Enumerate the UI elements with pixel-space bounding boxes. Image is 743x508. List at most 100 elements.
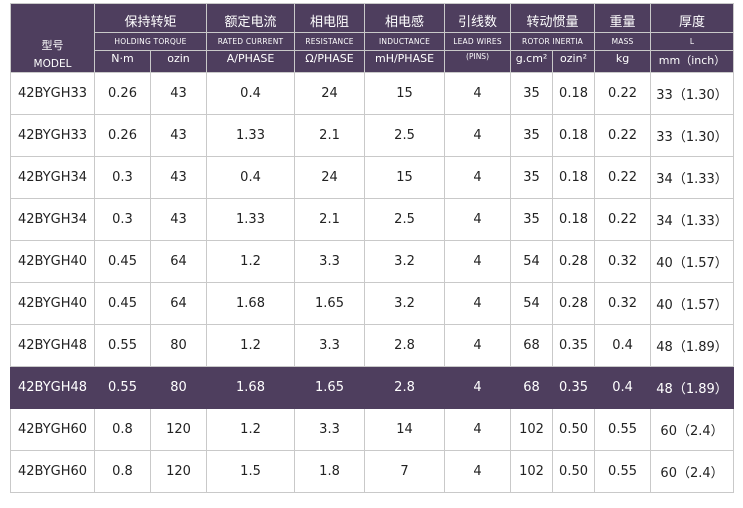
header-model: 型号 MODEL — [10, 3, 95, 73]
header-mass-zh: 重量 — [594, 3, 652, 33]
header-inductance-en: INDUCTANCE — [364, 32, 446, 51]
cell-mass: 0.32 — [594, 240, 652, 283]
cell-torque-ozin: 64 — [149, 282, 208, 325]
cell-inertia-gcm: 54 — [510, 282, 554, 325]
cell-length: 48（1.89） — [650, 366, 735, 409]
cell-length: 40（1.57） — [650, 282, 735, 325]
cell-current: 1.2 — [206, 240, 296, 283]
cell-inductance: 3.2 — [364, 282, 446, 325]
cell-resistance: 2.1 — [294, 114, 366, 157]
cell-leads: 4 — [444, 282, 512, 325]
cell-inductance: 14 — [364, 408, 446, 451]
cell-inertia-ozin: 0.28 — [552, 282, 596, 325]
cell-resistance: 2.1 — [294, 198, 366, 241]
cell-model: 42BYGH60 — [10, 408, 95, 451]
cell-torque-nm: 0.3 — [94, 198, 151, 241]
cell-length: 33（1.30） — [650, 72, 735, 115]
cell-inductance: 2.5 — [364, 114, 446, 157]
header-current-en: RATED CURRENT — [206, 32, 296, 51]
header-leads-unit: (PINS) — [444, 50, 512, 73]
cell-torque-ozin: 43 — [149, 114, 208, 157]
header-length-zh: 厚度 — [650, 3, 735, 33]
cell-torque-nm: 0.8 — [94, 408, 151, 451]
cell-model: 42BYGH33 — [10, 72, 95, 115]
cell-model: 42BYGH34 — [10, 156, 95, 199]
cell-length: 60（2.4） — [650, 408, 735, 451]
table-body: 42BYGH33 0.26 43 0.4 24 15 4 35 0.18 0.22 33（1.30）… — [10, 72, 735, 493]
cell-torque-nm: 0.45 — [94, 240, 151, 283]
header-mass-unit: kg — [594, 50, 652, 73]
cell-inductance: 2.5 — [364, 198, 446, 241]
header-current-unit: A/PHASE — [206, 50, 296, 73]
cell-current: 1.2 — [206, 324, 296, 367]
cell-inductance: 2.8 — [364, 324, 446, 367]
cell-mass: 0.55 — [594, 450, 652, 493]
cell-resistance: 1.65 — [294, 282, 366, 325]
table-row: 42BYGH34 0.3 43 1.33 2.1 2.5 4 35 0.18 0.22 34（1.3… — [10, 198, 735, 241]
cell-length: 33（1.30） — [650, 114, 735, 157]
cell-inertia-gcm: 35 — [510, 72, 554, 115]
header-length-en: L — [650, 32, 735, 51]
cell-current: 1.5 — [206, 450, 296, 493]
table-row: 42BYGH48 0.55 80 1.2 3.3 2.8 4 68 0.35 0.4 48（1.89… — [10, 324, 735, 367]
cell-leads: 4 — [444, 114, 512, 157]
cell-inertia-gcm: 68 — [510, 366, 554, 409]
cell-inertia-gcm: 35 — [510, 114, 554, 157]
header-inductance-unit: mH/PHASE — [364, 50, 446, 73]
cell-inertia-ozin: 0.50 — [552, 450, 596, 493]
cell-mass: 0.55 — [594, 408, 652, 451]
cell-current: 1.68 — [206, 366, 296, 409]
cell-mass: 0.4 — [594, 366, 652, 409]
cell-resistance: 24 — [294, 156, 366, 199]
cell-torque-nm: 0.55 — [94, 366, 151, 409]
cell-current: 0.4 — [206, 156, 296, 199]
header-inertia-zh: 转动惯量 — [510, 3, 596, 33]
header-resistance-unit: Ω/PHASE — [294, 50, 366, 73]
cell-inertia-gcm: 68 — [510, 324, 554, 367]
cell-resistance: 3.3 — [294, 324, 366, 367]
cell-inductance: 15 — [364, 156, 446, 199]
header-current-zh: 额定电流 — [206, 3, 296, 33]
header-inductance-zh: 相电感 — [364, 3, 446, 33]
cell-inertia-gcm: 102 — [510, 408, 554, 451]
header-torque-unit-nm: N·m — [94, 50, 151, 73]
cell-leads: 4 — [444, 366, 512, 409]
cell-torque-ozin: 64 — [149, 240, 208, 283]
cell-model: 42BYGH40 — [10, 282, 95, 325]
header-torque-en: HOLDING TORQUE — [93, 32, 208, 51]
header-resistance-zh: 相电阻 — [294, 3, 366, 33]
spec-table: 型号 MODEL 保持转矩 额定电流 相电阻 相电感 引线数 转动惯量 重量 厚… — [10, 3, 735, 493]
cell-current: 1.33 — [206, 198, 296, 241]
table-row: 42BYGH33 0.26 43 1.33 2.1 2.5 4 35 0.18 0.22 33（1.… — [10, 114, 735, 157]
cell-inertia-gcm: 35 — [510, 198, 554, 241]
cell-mass: 0.32 — [594, 282, 652, 325]
cell-model: 42BYGH33 — [10, 114, 95, 157]
table-row: 42BYGH60 0.8 120 1.2 3.3 14 4 102 0.50 0.55 60（2.4… — [10, 408, 735, 451]
cell-mass: 0.22 — [594, 114, 652, 157]
table-row: 42BYGH40 0.45 64 1.2 3.3 3.2 4 54 0.28 0.32 40（1.5… — [10, 240, 735, 283]
cell-model: 42BYGH48 — [10, 366, 95, 409]
cell-torque-ozin: 43 — [149, 198, 208, 241]
cell-torque-nm: 0.45 — [94, 282, 151, 325]
table-row: 42BYGH33 0.26 43 0.4 24 15 4 35 0.18 0.22 33（1.30） — [10, 72, 735, 115]
table-row: 42BYGH40 0.45 64 1.68 1.65 3.2 4 54 0.28 0.32 40（1… — [10, 282, 735, 325]
cell-torque-ozin: 120 — [149, 408, 208, 451]
cell-torque-nm: 0.8 — [94, 450, 151, 493]
cell-inductance: 15 — [364, 72, 446, 115]
cell-inertia-gcm: 54 — [510, 240, 554, 283]
header-inertia-unit-ozin: ozin² — [552, 50, 596, 73]
cell-inductance: 7 — [364, 450, 446, 493]
cell-leads: 4 — [444, 240, 512, 283]
cell-inertia-ozin: 0.28 — [552, 240, 596, 283]
header-torque-zh: 保持转矩 — [93, 3, 208, 33]
cell-leads: 4 — [444, 72, 512, 115]
cell-torque-ozin: 43 — [149, 156, 208, 199]
cell-inertia-ozin: 0.18 — [552, 72, 596, 115]
header-torque-unit-ozin: ozin — [149, 50, 208, 73]
cell-inertia-gcm: 102 — [510, 450, 554, 493]
cell-resistance: 3.3 — [294, 240, 366, 283]
cell-resistance: 1.8 — [294, 450, 366, 493]
header-model-zh: 型号 — [41, 39, 64, 52]
cell-inertia-ozin: 0.18 — [552, 198, 596, 241]
cell-leads: 4 — [444, 198, 512, 241]
